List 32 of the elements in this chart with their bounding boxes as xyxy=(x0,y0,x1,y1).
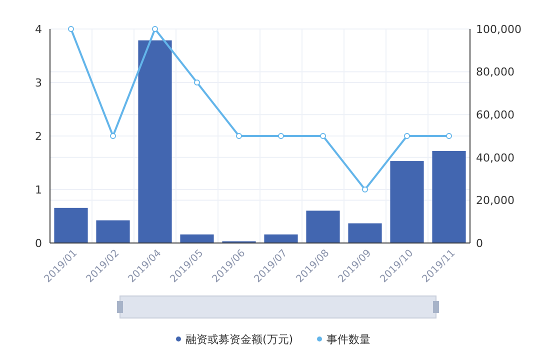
y2-tick-label: 0 xyxy=(476,236,483,250)
point xyxy=(110,133,116,139)
point xyxy=(278,133,284,139)
bar xyxy=(432,150,466,243)
y-tick-label: 3 xyxy=(35,76,42,90)
point xyxy=(320,133,326,139)
bar xyxy=(180,234,214,243)
point xyxy=(362,186,368,192)
bar xyxy=(96,220,130,243)
bar xyxy=(138,40,172,243)
point xyxy=(236,133,242,139)
bar xyxy=(264,234,298,243)
y-tick-label: 4 xyxy=(35,22,42,36)
y-tick-label: 0 xyxy=(35,236,42,250)
bar xyxy=(348,223,382,243)
legend-label: 融资或募资金额(万元) xyxy=(186,332,294,346)
bar xyxy=(390,161,424,243)
y2-tick-label: 40,000 xyxy=(476,151,514,164)
point xyxy=(194,80,200,86)
point xyxy=(68,26,74,32)
y2-tick-label: 20,000 xyxy=(476,194,514,208)
bar xyxy=(54,208,88,243)
y-tick-label: 2 xyxy=(35,130,42,143)
point xyxy=(152,26,158,32)
y-tick-label: 1 xyxy=(35,183,42,196)
point xyxy=(404,133,410,139)
y2-tick-label: 100,000 xyxy=(476,22,522,36)
bar xyxy=(306,210,340,243)
legend-label: 事件数量 xyxy=(326,332,370,346)
point xyxy=(446,133,452,139)
y2-tick-label: 80,000 xyxy=(476,66,514,79)
y2-tick-label: 60,000 xyxy=(476,108,514,122)
